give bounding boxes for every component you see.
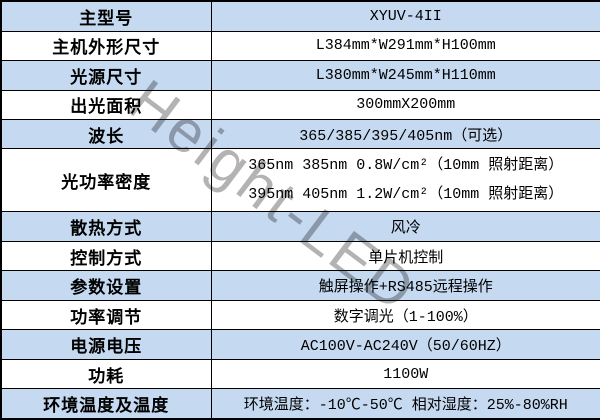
spec-row: 环境温度及温度 环境温度：-10℃-50℃ 相对湿度：25%-80%RH [0,388,600,420]
spec-row: 光源尺寸 L380mm*W245mm*H110mm [0,60,600,91]
spec-value: AC100V-AC240V（50/60HZ） [210,329,600,360]
spec-row: 散热方式 风冷 [0,211,600,242]
spec-row: 参数设置 触屏操作+RS485远程操作 [0,270,600,301]
spec-value: 300mmX200mm [210,89,600,121]
spec-row: 主机外形尺寸 L384mm*W291mm*H100mm [0,30,600,62]
spec-label: 参数设置 [0,270,212,301]
spec-label: 环境温度及温度 [0,388,212,420]
spec-value: L380mm*W245mm*H110mm [210,60,600,91]
spec-label: 主型号 [0,0,212,32]
spec-row: 控制方式 单片机控制 [0,240,600,272]
spec-label: 控制方式 [0,240,212,272]
spec-value: 风冷 [210,211,600,242]
spec-value: 365/385/395/405nm（可选） [210,118,600,150]
spec-row: 光功率密度 365nm 385nm 0.8W/cm²（10mm 照射距离） 395n… [0,148,600,213]
spec-row: 波长 365/385/395/405nm（可选） [0,118,600,150]
spec-value: L384mm*W291mm*H100mm [210,30,600,62]
spec-label: 波长 [0,118,212,150]
spec-value-line: 395nm 405nm 1.2W/cm²（10mm 照射距离） [248,186,564,204]
spec-label: 光源尺寸 [0,60,212,91]
spec-label: 主机外形尺寸 [0,30,212,62]
spec-row: 主型号 XYUV-4II [0,0,600,32]
spec-label: 出光面积 [0,89,212,121]
spec-label: 电源电压 [0,329,212,360]
spec-row: 出光面积 300mmX200mm [0,89,600,121]
spec-value: 环境温度：-10℃-50℃ 相对湿度：25%-80%RH [210,388,600,420]
spec-value: 数字调光（1-100%） [210,299,600,331]
spec-value: 365nm 385nm 0.8W/cm²（10mm 照射距离） 395nm 405… [210,148,600,213]
spec-row: 功耗 1100W [0,358,600,390]
spec-value: 触屏操作+RS485远程操作 [210,270,600,301]
spec-value: XYUV-4II [210,0,600,32]
spec-label: 散热方式 [0,211,212,242]
spec-value-line: 365nm 385nm 0.8W/cm²（10mm 照射距离） [248,157,564,175]
spec-label: 功耗 [0,358,212,390]
spec-value: 单片机控制 [210,240,600,272]
spec-row: 电源电压 AC100V-AC240V（50/60HZ） [0,329,600,360]
spec-row: 功率调节 数字调光（1-100%） [0,299,600,331]
spec-label: 功率调节 [0,299,212,331]
spec-label: 光功率密度 [0,148,212,213]
spec-value: 1100W [210,358,600,390]
